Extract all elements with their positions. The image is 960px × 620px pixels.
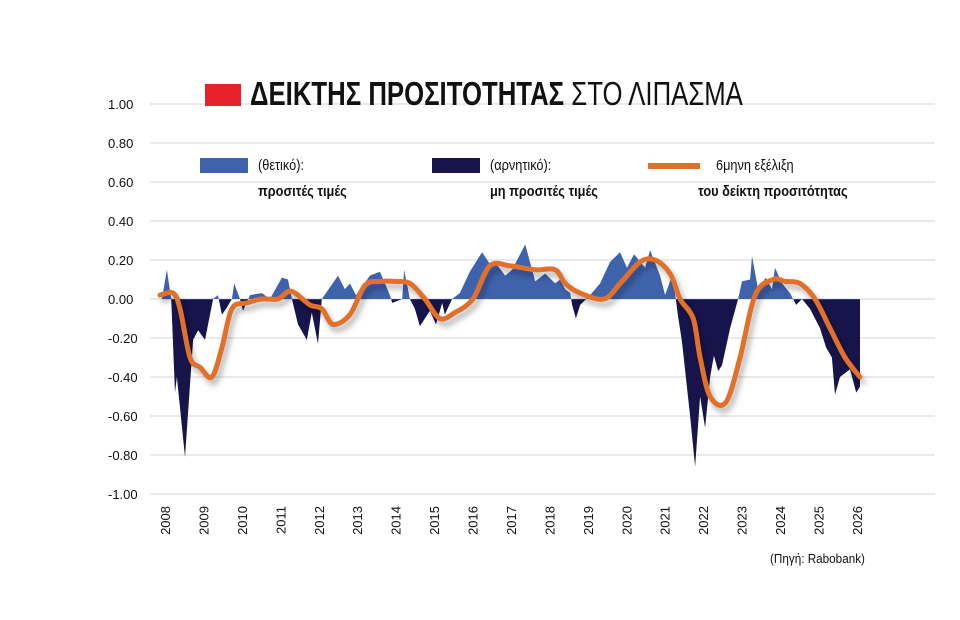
- y-tick-label: 0.40: [108, 214, 133, 229]
- x-tick-label: 2009: [196, 506, 211, 535]
- x-tick-label: 2020: [619, 506, 634, 535]
- x-tick-label: 2019: [581, 506, 596, 535]
- index-area: [161, 244, 860, 467]
- y-tick-label: 0.80: [108, 136, 133, 151]
- x-tick-label: 2023: [735, 506, 750, 535]
- y-axis: 1.00 0.80 0.60 0.40 0.20 0.00 -0.20 -0.40 -0.60 -…: [108, 97, 138, 502]
- legend-positive-desc: προσιτές τιμές: [258, 183, 347, 200]
- x-tick-label: 2008: [158, 506, 173, 535]
- x-tick-label: 2013: [350, 506, 365, 535]
- x-tick-label: 2014: [389, 506, 404, 535]
- legend-swatch-negative: [432, 158, 480, 173]
- title-marker: [205, 84, 241, 106]
- legend-line-trend: [648, 163, 700, 169]
- y-tick-label: -0.80: [108, 448, 138, 463]
- y-tick-label: 0.60: [108, 175, 133, 190]
- y-tick-label: 1.00: [108, 97, 133, 112]
- y-tick-label: 0.20: [108, 253, 133, 268]
- x-tick-label: 2012: [312, 506, 327, 535]
- legend-positive-label: (θετικό):: [258, 157, 304, 174]
- x-tick-label: 2016: [466, 506, 481, 535]
- x-tick-label: 2018: [542, 506, 557, 535]
- x-tick-label: 2022: [696, 506, 711, 535]
- positive-area: [161, 244, 860, 300]
- x-tick-label: 2026: [850, 506, 865, 535]
- y-tick-label: -0.40: [108, 370, 138, 385]
- trend-line: [157, 256, 863, 408]
- x-tick-label: 2017: [504, 506, 519, 535]
- source-note: (Πηγή: Rabobank): [770, 551, 865, 566]
- negative-area: [171, 299, 860, 467]
- legend-negative-desc: μη προσιτές τιμές: [490, 183, 598, 200]
- x-axis: 2008 2009 2010 2011 2012 2013 2014 2015 2016 2017…: [158, 506, 865, 535]
- y-tick-label: -0.20: [108, 331, 138, 346]
- y-tick-label: -1.00: [108, 487, 138, 502]
- six-month-trend: [157, 256, 863, 408]
- x-tick-label: 2010: [235, 506, 250, 535]
- y-tick-label: 0.00: [108, 292, 133, 307]
- x-tick-label: 2025: [811, 506, 826, 535]
- title-regular: ΣΤΟ ΛΙΠΑΣΜΑ: [571, 75, 743, 112]
- legend-negative-label: (αρνητικό):: [490, 157, 552, 174]
- x-tick-label: 2015: [427, 506, 442, 535]
- x-tick-label: 2024: [773, 506, 788, 535]
- x-tick-label: 2011: [273, 506, 288, 534]
- y-tick-label: -0.60: [108, 409, 138, 424]
- legend-trend-desc: του δείκτη προσιτότητας: [698, 183, 848, 200]
- legend-trend-label: 6μηνη εξέλιξη: [716, 157, 794, 174]
- legend-swatch-positive: [200, 158, 248, 173]
- x-tick-label: 2021: [658, 506, 673, 535]
- title-bold: ΔΕΙΚΤΗΣ ΠΡΟΣΙΤΟΤΗΤΑΣ: [250, 75, 565, 112]
